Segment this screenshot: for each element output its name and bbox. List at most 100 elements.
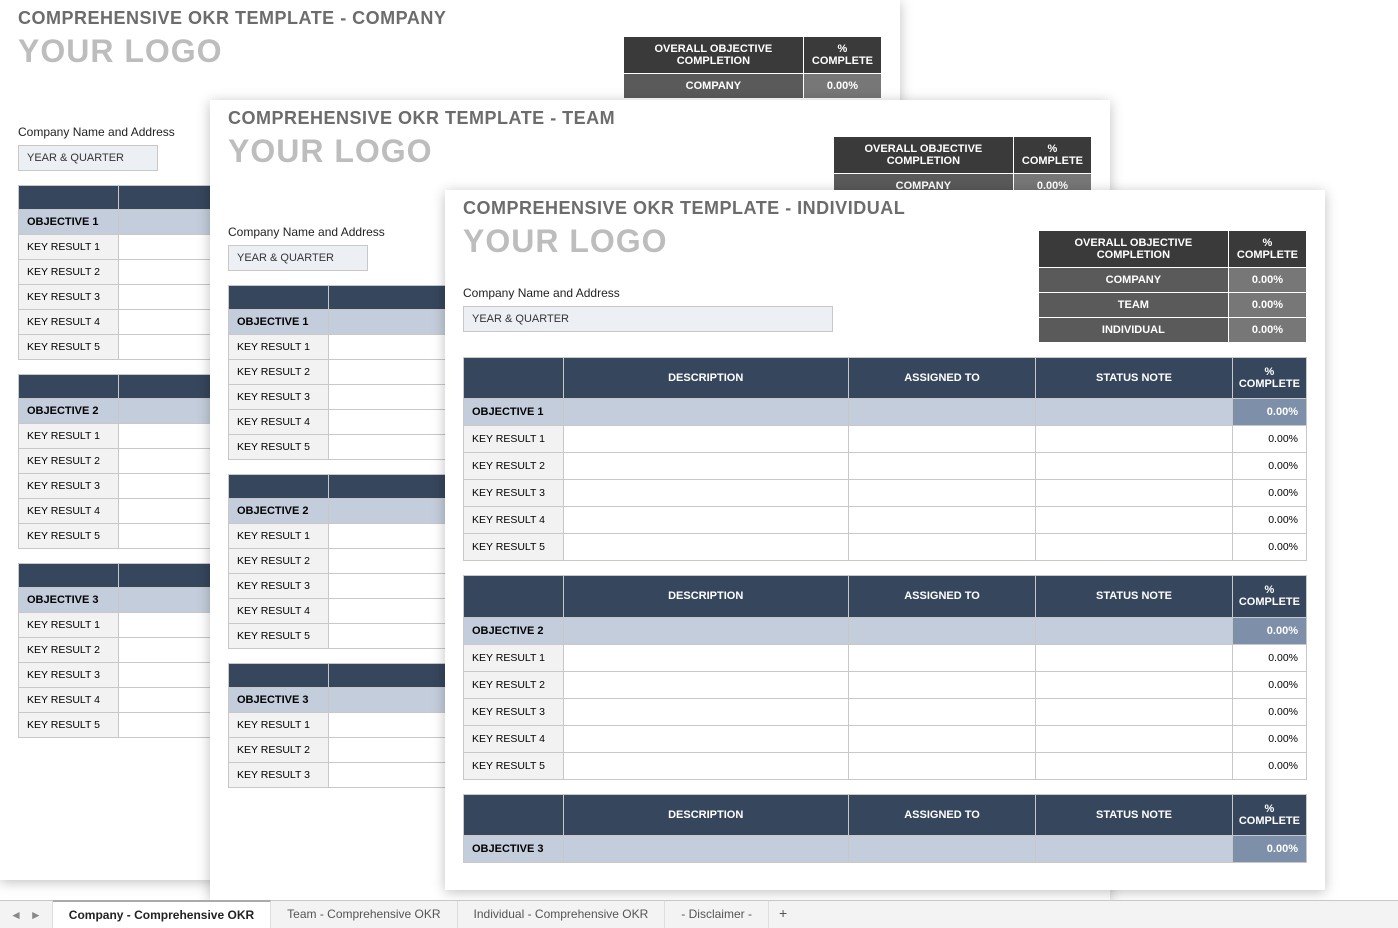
okr-table-1: OBJECTIVE 1 KEY RESULT 1 KEY RESULT 2 KE… <box>228 285 448 460</box>
objective-label: OBJECTIVE 3 <box>19 588 119 613</box>
kr-pct[interactable]: 0.00% <box>1232 725 1306 752</box>
objective-label: OBJECTIVE 2 <box>19 399 119 424</box>
sheet-title: COMPREHENSIVE OKR TEMPLATE - TEAM <box>228 108 615 129</box>
year-quarter-input[interactable]: YEAR & QUARTER <box>18 145 158 171</box>
key-result: KEY RESULT 5 <box>19 335 119 360</box>
key-result: KEY RESULT 5 <box>19 524 119 549</box>
col-description: DESCRIPTION <box>563 576 848 617</box>
chevron-left-icon[interactable]: ◄ <box>10 908 22 922</box>
key-result: KEY RESULT 3 <box>19 474 119 499</box>
tab-disclaimer[interactable]: - Disclaimer - <box>665 901 769 928</box>
kr-pct[interactable]: 0.00% <box>1232 752 1306 779</box>
key-result: KEY RESULT 3 <box>19 663 119 688</box>
completion-row-label: COMPANY <box>623 74 803 99</box>
key-result: KEY RESULT 1 <box>19 424 119 449</box>
completion-row-label: TEAM <box>1038 293 1228 318</box>
key-result: KEY RESULT 1 <box>19 235 119 260</box>
objective-pct: 0.00% <box>1232 617 1306 644</box>
key-result: KEY RESULT 5 <box>464 534 564 561</box>
col-assigned: ASSIGNED TO <box>848 794 1035 835</box>
completion-table: OVERALL OBJECTIVE COMPLETION % COMPLETE … <box>623 36 882 99</box>
objective-label: OBJECTIVE 2 <box>464 617 564 644</box>
year-quarter-input[interactable]: YEAR & QUARTER <box>228 245 368 271</box>
completion-header: OVERALL OBJECTIVE COMPLETION <box>833 137 1013 174</box>
key-result: KEY RESULT 4 <box>229 410 329 435</box>
completion-header: OVERALL OBJECTIVE COMPLETION <box>623 37 803 74</box>
completion-table: OVERALL OBJECTIVE COMPLETION % COMPLETE … <box>1038 230 1307 343</box>
add-sheet-button[interactable]: + <box>769 901 797 928</box>
year-quarter-input[interactable]: YEAR & QUARTER <box>463 306 833 332</box>
key-result: KEY RESULT 2 <box>229 360 329 385</box>
sheet-tabstrip: ◄ ► Company - Comprehensive OKR Team - C… <box>0 900 1398 928</box>
okr-table-1: DESCRIPTION ASSIGNED TO STATUS NOTE % CO… <box>463 357 1307 561</box>
completion-header: OVERALL OBJECTIVE COMPLETION <box>1038 231 1228 268</box>
objective-label: OBJECTIVE 2 <box>229 499 329 524</box>
col-pct: % COMPLETE <box>1232 794 1306 835</box>
kr-pct[interactable]: 0.00% <box>1232 644 1306 671</box>
tab-team[interactable]: Team - Comprehensive OKR <box>271 901 457 928</box>
col-blank <box>464 358 564 399</box>
okr-table-3: DESCRIPTION ASSIGNED TO STATUS NOTE % CO… <box>463 794 1307 863</box>
objective-pct: 0.00% <box>1232 399 1306 426</box>
logo-placeholder: YOUR LOGO <box>228 133 615 170</box>
key-result: KEY RESULT 1 <box>229 524 329 549</box>
kr-pct[interactable]: 0.00% <box>1232 534 1306 561</box>
key-result: KEY RESULT 4 <box>464 725 564 752</box>
completion-row-value: 0.00% <box>803 74 881 99</box>
tab-individual[interactable]: Individual - Comprehensive OKR <box>458 901 666 928</box>
sheet-title: COMPREHENSIVE OKR TEMPLATE - COMPANY <box>18 8 446 29</box>
objective-label: OBJECTIVE 3 <box>464 835 564 862</box>
kr-pct[interactable]: 0.00% <box>1232 480 1306 507</box>
okr-table-2: OBJECTIVE 2 KEY RESULT 1 KEY RESULT 2 KE… <box>228 474 448 649</box>
logo-placeholder: YOUR LOGO <box>463 223 905 260</box>
key-result: KEY RESULT 5 <box>464 752 564 779</box>
key-result: KEY RESULT 5 <box>229 435 329 460</box>
key-result: KEY RESULT 1 <box>19 613 119 638</box>
sheet-individual: COMPREHENSIVE OKR TEMPLATE - INDIVIDUAL … <box>445 190 1325 890</box>
completion-row-label: INDIVIDUAL <box>1038 318 1228 343</box>
key-result: KEY RESULT 2 <box>464 453 564 480</box>
key-result: KEY RESULT 4 <box>19 499 119 524</box>
objective-label: OBJECTIVE 1 <box>464 399 564 426</box>
key-result: KEY RESULT 3 <box>229 763 329 788</box>
objective-label: OBJECTIVE 1 <box>229 310 329 335</box>
tab-company[interactable]: Company - Comprehensive OKR <box>53 900 271 928</box>
col-pct: % COMPLETE <box>1232 576 1306 617</box>
col-assigned: ASSIGNED TO <box>848 358 1035 399</box>
objective-pct: 0.00% <box>1232 835 1306 862</box>
okr-table-2: DESCRIPTION ASSIGNED TO STATUS NOTE % CO… <box>463 575 1307 779</box>
key-result: KEY RESULT 4 <box>464 507 564 534</box>
key-result: KEY RESULT 3 <box>464 698 564 725</box>
chevron-right-icon[interactable]: ► <box>30 908 42 922</box>
key-result: KEY RESULT 2 <box>229 549 329 574</box>
key-result: KEY RESULT 3 <box>229 385 329 410</box>
col-pct: % COMPLETE <box>1232 358 1306 399</box>
kr-pct[interactable]: 0.00% <box>1232 698 1306 725</box>
kr-pct[interactable]: 0.00% <box>1232 426 1306 453</box>
key-result: KEY RESULT 4 <box>19 310 119 335</box>
key-result: KEY RESULT 3 <box>464 480 564 507</box>
key-result: KEY RESULT 2 <box>19 638 119 663</box>
completion-row-value: 0.00% <box>1228 318 1306 343</box>
key-result: KEY RESULT 2 <box>19 449 119 474</box>
col-description: DESCRIPTION <box>563 358 848 399</box>
kr-pct[interactable]: 0.00% <box>1232 453 1306 480</box>
kr-pct[interactable]: 0.00% <box>1232 507 1306 534</box>
completion-row-label: COMPANY <box>1038 268 1228 293</box>
sheet-title: COMPREHENSIVE OKR TEMPLATE - INDIVIDUAL <box>463 198 905 219</box>
okr-table-3: OBJECTIVE 3 KEY RESULT 1 KEY RESULT 2 KE… <box>18 563 218 738</box>
key-result: KEY RESULT 4 <box>19 688 119 713</box>
completion-row-value: 0.00% <box>1228 268 1306 293</box>
company-address-label: Company Name and Address <box>463 286 905 300</box>
col-status: STATUS NOTE <box>1036 576 1233 617</box>
key-result: KEY RESULT 3 <box>229 574 329 599</box>
tab-nav-arrows[interactable]: ◄ ► <box>0 901 53 928</box>
kr-pct[interactable]: 0.00% <box>1232 671 1306 698</box>
okr-table-3: OBJECTIVE 3 KEY RESULT 1 KEY RESULT 2 KE… <box>228 663 448 788</box>
col-assigned: ASSIGNED TO <box>848 576 1035 617</box>
logo-placeholder: YOUR LOGO <box>18 33 446 70</box>
completion-pct-header: % COMPLETE <box>1228 231 1306 268</box>
key-result: KEY RESULT 3 <box>19 285 119 310</box>
key-result: KEY RESULT 1 <box>229 335 329 360</box>
col-description: DESCRIPTION <box>563 794 848 835</box>
